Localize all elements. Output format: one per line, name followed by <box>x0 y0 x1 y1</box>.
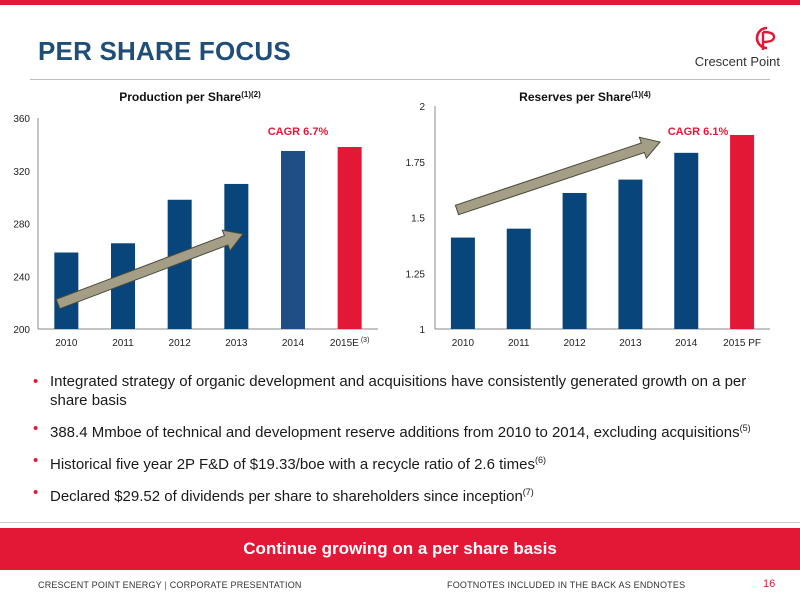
x-tick-label: 2014 <box>675 338 698 349</box>
production-chart-svg: Production per Share(1)(2) 200 240 280 320 36… <box>13 90 378 349</box>
bullet-dot-icon: • <box>33 373 39 390</box>
x-tick-label: 2011 <box>112 338 134 349</box>
footer-footnote-note: FOOTNOTES INCLUDED IN THE BACK AS ENDNOT… <box>447 580 686 590</box>
chart-title: Production per Share(1)(2) <box>119 90 261 104</box>
bullet-text: Declared $29.52 of dividends per share t… <box>50 488 523 505</box>
page-number: 16 <box>763 578 776 590</box>
footer-doc-name: CORPORATE PRESENTATION <box>169 580 302 590</box>
logo-text: Crescent Point <box>694 54 780 69</box>
bullet-footnote: (5) <box>739 423 751 433</box>
bullet-item: • Integrated strategy of organic developm… <box>30 372 780 410</box>
bullet-item: • Declared $29.52 of dividends per share … <box>30 483 780 506</box>
bar-2013 <box>224 183 249 329</box>
top-accent-bar <box>0 0 800 5</box>
x-tick-label: 2010 <box>452 338 475 349</box>
chart-title-text: Reserves per Share <box>519 90 631 104</box>
x-tick-label: 2010 <box>55 338 78 349</box>
bullet-item: • Historical five year 2P F&D of $19.33/b… <box>30 451 780 474</box>
bar-2010 <box>54 252 79 329</box>
y-tick-label: 200 <box>13 325 30 336</box>
summary-banner: Continue growing on a per share basis <box>0 528 800 570</box>
x-tick-label: 2013 <box>619 338 642 349</box>
y-tick-label: 1.75 <box>406 158 426 169</box>
chart-title-text: Production per Share <box>119 90 241 104</box>
page-title: PER SHARE FOCUS <box>38 36 291 66</box>
x-tick-label: 2012 <box>169 338 192 349</box>
bar-2013 <box>618 179 643 329</box>
cagr-label: CAGR 6.7% <box>268 126 329 138</box>
bullet-dot-icon: • <box>33 484 39 501</box>
bar-2015-pf <box>730 134 755 329</box>
production-per-share-chart: Production per Share(1)(2) 200 240 280 320 36… <box>0 82 385 362</box>
x-tick-text: 2012 <box>169 338 192 349</box>
bullet-dot-icon: • <box>33 452 39 469</box>
reserves-chart-svg: Reserves per Share(1)(4) 1 1.25 1.5 1.75 2 201… <box>406 90 770 349</box>
bullet-footnote: (7) <box>522 487 534 497</box>
bar-2010 <box>450 237 475 329</box>
x-tick-text: 2015E <box>330 338 359 349</box>
y-tick-label: 240 <box>13 272 30 283</box>
x-tick-label: 2013 <box>225 338 248 349</box>
footer-left: CRESCENT POINT ENERGY | CORPORATE PRESEN… <box>38 580 302 590</box>
bar-2014 <box>674 152 699 329</box>
bar-2015e <box>337 147 362 329</box>
bullet-text: Integrated strategy of organic developme… <box>50 373 747 409</box>
bullet-dot-icon: • <box>33 420 39 437</box>
x-tick-text: 2015 PF <box>723 338 761 349</box>
reserves-per-share-chart: Reserves per Share(1)(4) 1 1.25 1.5 1.75 2 201… <box>395 82 780 362</box>
footer-separator: | <box>164 580 167 590</box>
bullet-list: • Integrated strategy of organic developm… <box>30 372 780 515</box>
title-divider <box>30 79 770 80</box>
company-logo: Crescent Point <box>668 22 780 74</box>
cagr-label: CAGR 6.1% <box>668 126 729 138</box>
trend-arrow <box>55 229 244 310</box>
y-tick-label: 2 <box>419 102 425 113</box>
x-tick-label: 2015 PF <box>723 338 761 349</box>
x-tick-text: 2014 <box>282 338 305 349</box>
bar-2011 <box>506 228 531 329</box>
bar-2012 <box>562 192 587 329</box>
y-tick-label: 1 <box>419 325 425 336</box>
x-tick-label: 2012 <box>563 338 586 349</box>
footer: CRESCENT POINT ENERGY | CORPORATE PRESEN… <box>0 572 800 600</box>
x-tick-footnote: (3) <box>361 337 370 344</box>
x-tick-text: 2010 <box>55 338 78 349</box>
banner-divider <box>0 522 800 523</box>
y-tick-label: 280 <box>13 220 30 231</box>
x-tick-text: 2013 <box>619 338 642 349</box>
footer-company: CRESCENT POINT ENERGY <box>38 580 162 590</box>
y-tick-label: 1.25 <box>406 269 426 280</box>
y-tick-label: 320 <box>13 167 30 178</box>
x-tick-text: 2011 <box>112 338 134 349</box>
trend-arrow <box>454 136 661 216</box>
chart-title-footnote: (1)(2) <box>241 90 261 99</box>
x-tick-text: 2010 <box>452 338 475 349</box>
logo-mark-icon <box>755 26 776 50</box>
x-tick-text: 2013 <box>225 338 248 349</box>
bar-2014 <box>281 150 305 329</box>
bullet-text: Historical five year 2P F&D of $19.33/bo… <box>50 456 535 473</box>
x-tick-text: 2012 <box>563 338 586 349</box>
x-tick-label: 2011 <box>508 338 530 349</box>
x-tick-text: 2011 <box>508 338 530 349</box>
y-tick-label: 360 <box>13 114 30 125</box>
x-tick-label: 2014 <box>282 338 305 349</box>
bullet-text: 388.4 Mmboe of technical and development… <box>50 424 740 441</box>
bullet-footnote: (6) <box>534 455 546 465</box>
x-tick-text: 2014 <box>675 338 698 349</box>
y-tick-label: 1.5 <box>411 214 425 225</box>
chart-title: Reserves per Share(1)(4) <box>519 90 651 104</box>
x-tick-label: 2015E (3) <box>330 337 369 349</box>
bullet-item: • 388.4 Mmboe of technical and developmen… <box>30 419 780 442</box>
chart-title-footnote: (1)(4) <box>631 90 651 99</box>
